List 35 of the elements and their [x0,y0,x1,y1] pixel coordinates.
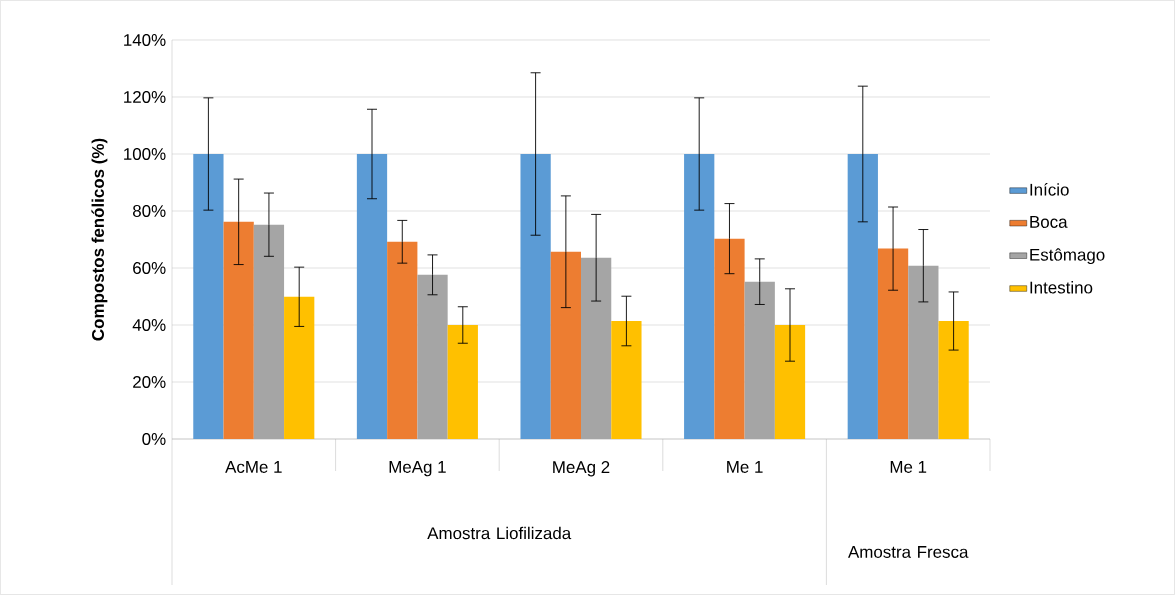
x-tick-label: Me 1 [890,461,927,473]
bar [223,221,254,439]
bar [684,154,715,439]
bar [520,154,551,439]
bar [284,296,315,439]
x-tick-label: AcMe 1 [225,461,282,473]
bar [193,154,224,439]
x-tick-label: MeAg 1 [389,461,446,477]
legend-label: Intestino [1030,281,1093,294]
text: Amostra Fresca [848,546,969,558]
bar [774,325,806,439]
bar [877,248,909,439]
bar [447,325,478,439]
legend-label: Estômago [1030,248,1105,265]
text: Amostra Liofilizada [427,526,572,540]
y-tick-label: 0% [142,433,166,445]
y-tick-label: 80% [132,205,166,217]
x-tick-label: MeAg 2 [553,461,610,477]
y-tick-label: 60% [133,262,166,274]
bar [550,251,581,439]
bar [387,241,418,439]
y-tick-label: 120% [124,91,166,103]
legend-label: Início [1030,183,1069,196]
y-tick-label: 100% [124,148,166,160]
y-tick-label: 40% [132,319,166,331]
y-tick-label: 20% [133,376,166,388]
bar [938,321,969,439]
bar [714,238,745,439]
y-tick-label: 140% [124,34,166,46]
y-axis-title: Compostos fenólicos (%) [91,138,108,341]
legend-label: Boca [1030,216,1068,228]
bar [847,154,878,439]
bar [611,321,642,439]
x-tick-label: Me 1 [727,461,763,473]
bar [356,154,388,439]
